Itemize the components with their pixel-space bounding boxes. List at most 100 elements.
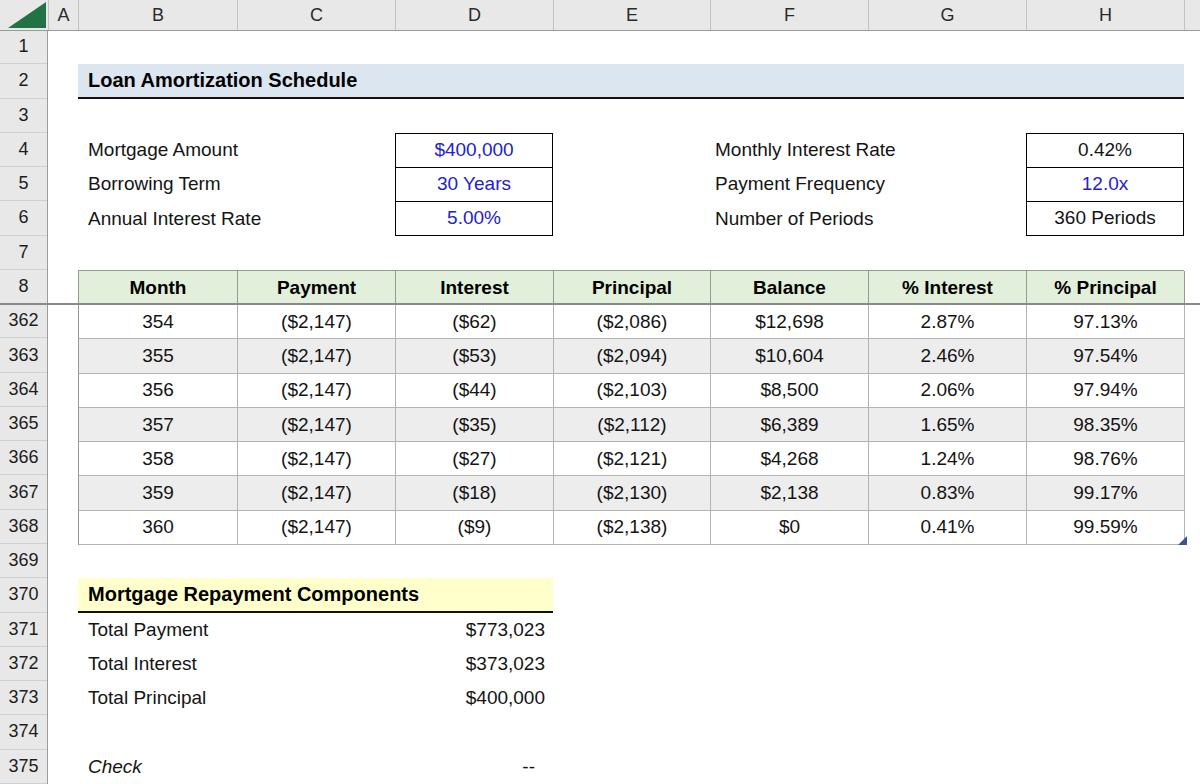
label-borrowing-term[interactable]: Borrowing Term bbox=[78, 167, 388, 201]
row-header-372[interactable]: 372 bbox=[0, 647, 47, 681]
label-annual-interest-rate[interactable]: Annual Interest Rate bbox=[78, 201, 388, 235]
cell-principal[interactable]: ($2,094) bbox=[554, 339, 711, 373]
cell-pct-principal[interactable]: 98.35% bbox=[1027, 408, 1185, 442]
row-header-371[interactable]: 371 bbox=[0, 613, 47, 647]
cell-month[interactable]: 354 bbox=[79, 305, 238, 339]
row-header-370[interactable]: 370 bbox=[0, 578, 47, 612]
cell-pct-principal[interactable]: 99.17% bbox=[1027, 476, 1185, 510]
col-header-pct-principal[interactable]: % Principal bbox=[1027, 271, 1185, 305]
cell-payment[interactable]: ($2,147) bbox=[238, 511, 396, 545]
select-all-button[interactable] bbox=[0, 0, 49, 30]
row-header-4[interactable]: 4 bbox=[0, 133, 47, 167]
cell-pct-interest[interactable]: 2.46% bbox=[869, 339, 1027, 373]
cell-balance[interactable]: $0 bbox=[711, 511, 869, 545]
cell-month[interactable]: 358 bbox=[79, 442, 238, 476]
cell-balance[interactable]: $10,604 bbox=[711, 339, 869, 373]
row-header-5[interactable]: 5 bbox=[0, 167, 47, 201]
label-mortgage-amount[interactable]: Mortgage Amount bbox=[78, 133, 388, 167]
sheet-title-cell[interactable]: Loan Amortization Schedule bbox=[78, 64, 1184, 98]
row-header-374[interactable]: 374 bbox=[0, 715, 47, 749]
cell-month[interactable]: 360 bbox=[79, 511, 238, 545]
row-header-363[interactable]: 363 bbox=[0, 338, 47, 372]
row-header-369[interactable]: 369 bbox=[0, 544, 47, 578]
cell-pct-interest[interactable]: 1.24% bbox=[869, 442, 1027, 476]
summary-heading-cell[interactable]: Mortgage Repayment Components bbox=[78, 578, 553, 612]
col-header-principal[interactable]: Principal bbox=[554, 271, 711, 305]
cell-balance[interactable]: $6,389 bbox=[711, 408, 869, 442]
cell-principal[interactable]: ($2,121) bbox=[554, 442, 711, 476]
cell-interest[interactable]: ($62) bbox=[396, 305, 554, 339]
row-header-6[interactable]: 6 bbox=[0, 201, 47, 235]
cell-pct-principal[interactable]: 99.59% bbox=[1027, 511, 1185, 545]
cell-principal[interactable]: ($2,086) bbox=[554, 305, 711, 339]
summary-row-total-payment[interactable]: Total Payment $773,023 bbox=[78, 613, 553, 647]
column-header-partial[interactable] bbox=[1185, 0, 1200, 30]
cell-payment[interactable]: ($2,147) bbox=[238, 408, 396, 442]
cell-pct-interest[interactable]: 2.87% bbox=[869, 305, 1027, 339]
cell-pct-principal[interactable]: 97.13% bbox=[1027, 305, 1185, 339]
row-header-368[interactable]: 368 bbox=[0, 510, 47, 544]
cell-principal[interactable]: ($2,138) bbox=[554, 511, 711, 545]
cell-principal[interactable]: ($2,103) bbox=[554, 374, 711, 408]
row-header-3[interactable]: 3 bbox=[0, 99, 47, 133]
annual-interest-rate-cell[interactable]: 5.00% bbox=[396, 202, 552, 235]
cell-balance[interactable]: $2,138 bbox=[711, 476, 869, 510]
cell-interest[interactable]: ($35) bbox=[396, 408, 554, 442]
row-header-1[interactable]: 1 bbox=[0, 30, 47, 64]
mortgage-amount-cell[interactable]: $400,000 bbox=[396, 134, 552, 168]
monthly-interest-rate-cell[interactable]: 0.42% bbox=[1027, 134, 1183, 168]
number-of-periods-cell[interactable]: 360 Periods bbox=[1027, 202, 1183, 235]
check-row[interactable]: Check -- bbox=[78, 750, 553, 784]
cell-payment[interactable]: ($2,147) bbox=[238, 442, 396, 476]
cell-balance[interactable]: $12,698 bbox=[711, 305, 869, 339]
cell-interest[interactable]: ($44) bbox=[396, 374, 554, 408]
summary-row-total-principal[interactable]: Total Principal $400,000 bbox=[78, 681, 553, 715]
column-header-c[interactable]: C bbox=[238, 0, 396, 30]
cell-month[interactable]: 355 bbox=[79, 339, 238, 373]
cell-pct-interest[interactable]: 0.41% bbox=[869, 511, 1027, 545]
row-header-362[interactable]: 362 bbox=[0, 304, 47, 338]
row-header-7[interactable]: 7 bbox=[0, 236, 47, 270]
cell-month[interactable]: 357 bbox=[79, 408, 238, 442]
cell-interest[interactable]: ($9) bbox=[396, 511, 554, 545]
col-header-pct-interest[interactable]: % Interest bbox=[869, 271, 1027, 305]
cell-principal[interactable]: ($2,112) bbox=[554, 408, 711, 442]
row-header-373[interactable]: 373 bbox=[0, 681, 47, 715]
cell-pct-principal[interactable]: 98.76% bbox=[1027, 442, 1185, 476]
col-header-month[interactable]: Month bbox=[79, 271, 238, 305]
label-monthly-interest-rate[interactable]: Monthly Interest Rate bbox=[710, 133, 1015, 167]
cell-payment[interactable]: ($2,147) bbox=[238, 476, 396, 510]
table-resize-handle-icon[interactable] bbox=[1178, 536, 1187, 545]
col-header-interest[interactable]: Interest bbox=[396, 271, 554, 305]
row-header-365[interactable]: 365 bbox=[0, 407, 47, 441]
cell-balance[interactable]: $8,500 bbox=[711, 374, 869, 408]
cell-pct-interest[interactable]: 0.83% bbox=[869, 476, 1027, 510]
column-header-e[interactable]: E bbox=[554, 0, 711, 30]
cell-principal[interactable]: ($2,130) bbox=[554, 476, 711, 510]
row-header-2[interactable]: 2 bbox=[0, 64, 47, 98]
cell-pct-interest[interactable]: 2.06% bbox=[869, 374, 1027, 408]
row-header-367[interactable]: 367 bbox=[0, 475, 47, 509]
cell-interest[interactable]: ($53) bbox=[396, 339, 554, 373]
row-header-375[interactable]: 375 bbox=[0, 750, 47, 784]
column-header-h[interactable]: H bbox=[1027, 0, 1185, 30]
borrowing-term-cell[interactable]: 30 Years bbox=[396, 168, 552, 202]
cell-pct-interest[interactable]: 1.65% bbox=[869, 408, 1027, 442]
label-number-of-periods[interactable]: Number of Periods bbox=[710, 201, 1015, 235]
col-header-balance[interactable]: Balance bbox=[711, 271, 869, 305]
column-header-g[interactable]: G bbox=[869, 0, 1027, 30]
column-header-d[interactable]: D bbox=[396, 0, 554, 30]
column-header-a[interactable]: A bbox=[49, 0, 79, 30]
cell-pct-principal[interactable]: 97.54% bbox=[1027, 339, 1185, 373]
cell-payment[interactable]: ($2,147) bbox=[238, 305, 396, 339]
row-header-8[interactable]: 8 bbox=[0, 270, 47, 304]
payment-frequency-cell[interactable]: 12.0x bbox=[1027, 168, 1183, 202]
column-header-b[interactable]: B bbox=[79, 0, 238, 30]
cell-interest[interactable]: ($27) bbox=[396, 442, 554, 476]
cell-month[interactable]: 359 bbox=[79, 476, 238, 510]
cell-interest[interactable]: ($18) bbox=[396, 476, 554, 510]
cell-payment[interactable]: ($2,147) bbox=[238, 374, 396, 408]
row-header-366[interactable]: 366 bbox=[0, 441, 47, 475]
cell-balance[interactable]: $4,268 bbox=[711, 442, 869, 476]
cell-month[interactable]: 356 bbox=[79, 374, 238, 408]
